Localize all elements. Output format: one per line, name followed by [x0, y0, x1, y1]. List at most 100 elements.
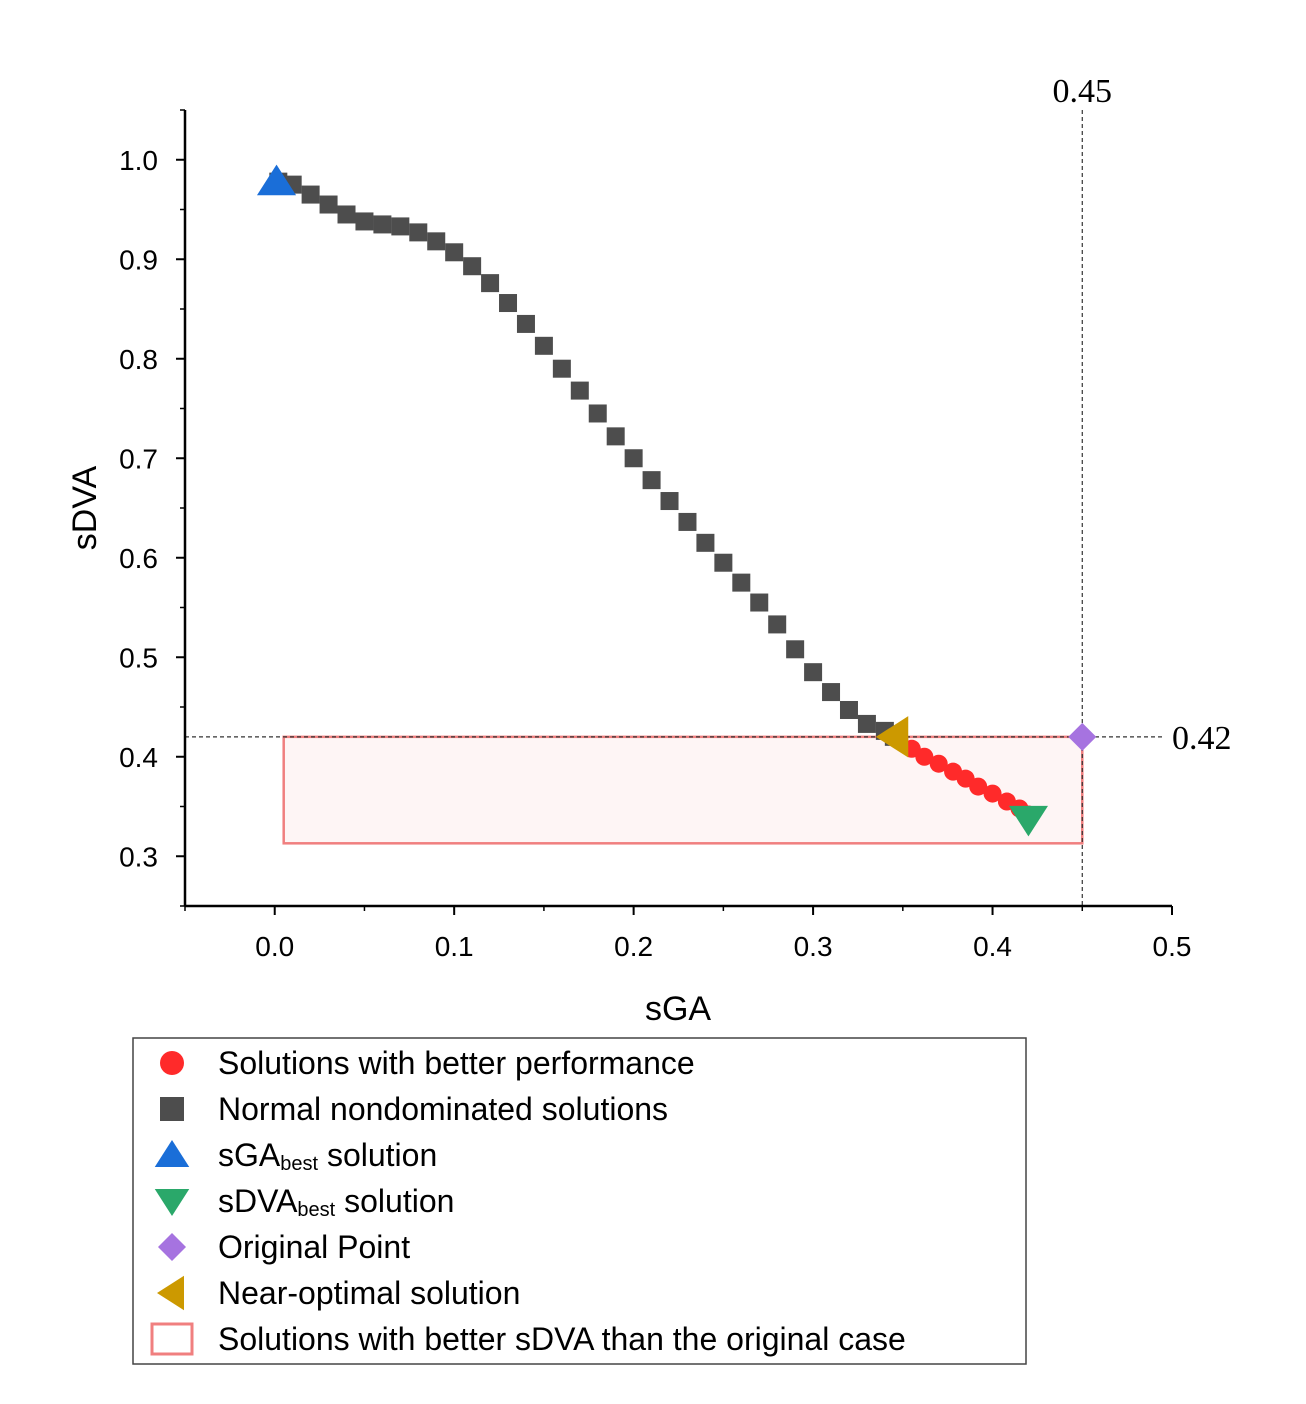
x-tick-label: 0.3	[794, 931, 833, 962]
data-point-square	[714, 553, 733, 572]
x-tick-label: 0.1	[435, 931, 474, 962]
legend-item: sDVAbest solution	[154, 1183, 454, 1221]
legend-label-text: Solutions with better sDVA than the orig…	[218, 1321, 906, 1357]
series-3	[1008, 805, 1048, 837]
x-axis-title: sGA	[645, 990, 711, 1028]
y-tick-label: 0.8	[119, 344, 158, 375]
legend-label: Solutions with better sDVA than the orig…	[218, 1321, 906, 1357]
legend-marker-circle	[160, 1051, 184, 1075]
data-point-square	[588, 404, 607, 423]
data-point-square	[499, 294, 518, 313]
legend-label-tail: solution	[318, 1137, 437, 1173]
vertical-reference-label: 0.45	[1053, 73, 1113, 110]
legend-marker-triangle-left	[157, 1275, 184, 1311]
series-5	[875, 716, 909, 758]
legend-label-text: Original Point	[218, 1229, 410, 1265]
data-point-circle	[969, 777, 988, 796]
x-tick-label: 0.0	[255, 931, 294, 962]
better-sdva-region	[282, 735, 1084, 845]
data-point-square	[804, 663, 823, 682]
data-point-square	[732, 573, 751, 592]
data-point-square	[516, 314, 535, 333]
data-point-square	[337, 205, 356, 224]
data-point-square	[786, 640, 805, 659]
data-point-square	[822, 683, 841, 702]
data-point-square	[696, 533, 715, 552]
data-point-circle	[929, 754, 948, 773]
legend-marker-box	[150, 1322, 194, 1356]
legend: Solutions with better performance Normal …	[132, 1037, 1027, 1365]
data-point-square	[534, 336, 553, 355]
legend-label-text: sGA	[218, 1137, 281, 1173]
data-point-square	[319, 195, 338, 214]
legend-label: sDVAbest solution	[218, 1183, 454, 1221]
data-point-square	[373, 215, 392, 234]
legend-label: Near-optimal solution	[218, 1275, 520, 1311]
data-point-square	[355, 212, 374, 231]
data-point-square	[409, 223, 428, 242]
legend-label-subscript: best	[280, 1153, 318, 1175]
legend-item: Solutions with better sDVA than the orig…	[150, 1321, 906, 1357]
data-point-square	[750, 593, 769, 612]
data-point-square	[839, 700, 858, 719]
data-point-square	[552, 359, 571, 378]
data-point-square	[445, 243, 464, 262]
legend-marker-diamond	[158, 1233, 186, 1261]
data-point-square	[427, 232, 446, 251]
series-4	[1068, 722, 1097, 751]
y-tick-label: 1.0	[119, 145, 158, 176]
data-point-triangle-up	[256, 164, 297, 196]
legend-marker-triangle-down	[154, 1189, 190, 1216]
legend-label: Solutions with better performance	[218, 1045, 695, 1081]
data-point-triangle-down	[1008, 805, 1048, 837]
x-tick-label: 0.5	[1153, 931, 1192, 962]
y-axis-title: sDVA	[66, 465, 104, 550]
data-point-square	[768, 615, 787, 634]
legend-item: Solutions with better performance	[160, 1045, 695, 1081]
data-point-square	[570, 381, 589, 400]
data-point-square	[642, 471, 661, 490]
axes-layer: 0.0 0.1 0.2 0.3 0.4 0.5 0.3 0.4 0.5 0.6 0.7 0.8 0.9 1…	[119, 109, 1192, 962]
y-tick-label: 0.6	[119, 543, 158, 574]
legend-label: sGAbest solution	[218, 1137, 437, 1175]
data-point-square	[606, 427, 625, 446]
legend-frame	[132, 1037, 1027, 1365]
data-point-square	[301, 185, 320, 204]
legend-label-text: Near-optimal solution	[218, 1275, 520, 1311]
data-point-square	[624, 449, 643, 468]
data-point-square	[481, 274, 500, 293]
data-point-square	[463, 257, 482, 276]
legend-marker-square	[160, 1097, 184, 1121]
x-tick-label: 0.2	[614, 931, 653, 962]
reference-lines-layer: 0.45 0.42	[185, 73, 1232, 906]
series-0	[269, 172, 903, 746]
data-point-square	[678, 512, 697, 531]
legend-item: sGAbest solution	[154, 1137, 437, 1175]
legend-marker-triangle-up	[154, 1140, 190, 1167]
data-point-square	[391, 217, 410, 236]
y-tick-label: 0.5	[119, 642, 158, 673]
y-tick-label: 0.9	[119, 244, 158, 275]
legend-label-tail: solution	[335, 1183, 454, 1219]
x-tick-label: 0.4	[973, 931, 1012, 962]
legend-label-text: Normal nondominated solutions	[218, 1091, 668, 1127]
legend-label: Normal nondominated solutions	[218, 1091, 668, 1127]
legend-item: Normal nondominated solutions	[160, 1091, 668, 1127]
better-sdva-region-layer	[282, 735, 1084, 845]
data-point-square	[857, 714, 876, 733]
legend-label-subscript: best	[297, 1199, 335, 1221]
y-tick-label: 0.3	[119, 841, 158, 872]
series-2	[256, 164, 297, 196]
legend-label-text: sDVA	[218, 1183, 298, 1219]
legend-item: Original Point	[158, 1229, 410, 1265]
legend-item: Near-optimal solution	[157, 1275, 520, 1311]
horizontal-reference-label: 0.42	[1172, 720, 1232, 757]
data-point-circle	[915, 747, 934, 766]
data-point-triangle-left	[875, 716, 909, 758]
y-tick-label: 0.4	[119, 742, 158, 773]
y-tick-label: 0.7	[119, 443, 158, 474]
data-point-square	[660, 492, 679, 511]
legend-label: Original Point	[218, 1229, 410, 1265]
legend-label-text: Solutions with better performance	[218, 1045, 695, 1081]
